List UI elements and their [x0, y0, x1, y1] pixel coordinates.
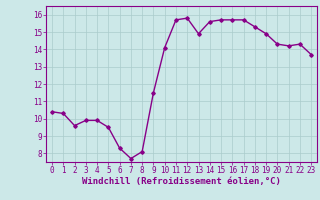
X-axis label: Windchill (Refroidissement éolien,°C): Windchill (Refroidissement éolien,°C) — [82, 177, 281, 186]
